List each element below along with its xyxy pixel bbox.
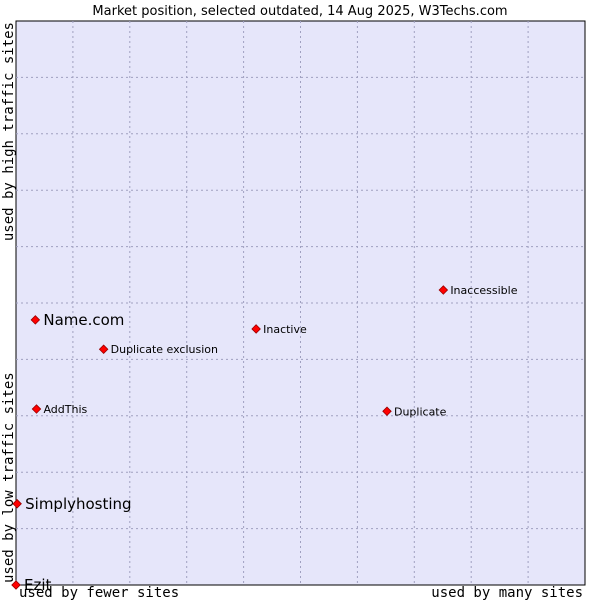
data-point-marker [438,285,449,295]
data-point-marker [30,315,41,325]
data-point-label: AddThis [43,403,87,416]
x-axis-label-right: used by many sites [431,585,583,600]
data-point-marker [31,404,42,414]
data-point-marker [251,324,261,334]
data-point-label: Name.com [43,311,124,329]
data-point-marker [98,344,109,355]
y-axis-label-bottom: used by low traffic sites [1,372,17,583]
x-axis-label-left: used by fewer sites [19,585,179,600]
data-point-label: Duplicate exclusion [111,343,218,356]
chart-title: Market position, selected outdated, 14 A… [92,4,507,19]
grid-lines [16,21,585,585]
data-point-marker [12,499,22,509]
data-point-label: Duplicate [394,405,447,418]
data-point-marker [11,580,21,590]
data-point-label: Ezit [24,576,52,594]
data-point-label: Simplyhosting [25,495,131,513]
data-point-label: Inaccessible [450,284,517,297]
data-point-marker [382,406,392,417]
y-axis-label-top: used by high traffic sites [1,22,17,241]
data-points: Inaccessible Name.com Inactive Duplicate ex… [11,284,518,594]
data-point-label: Inactive [263,323,307,336]
